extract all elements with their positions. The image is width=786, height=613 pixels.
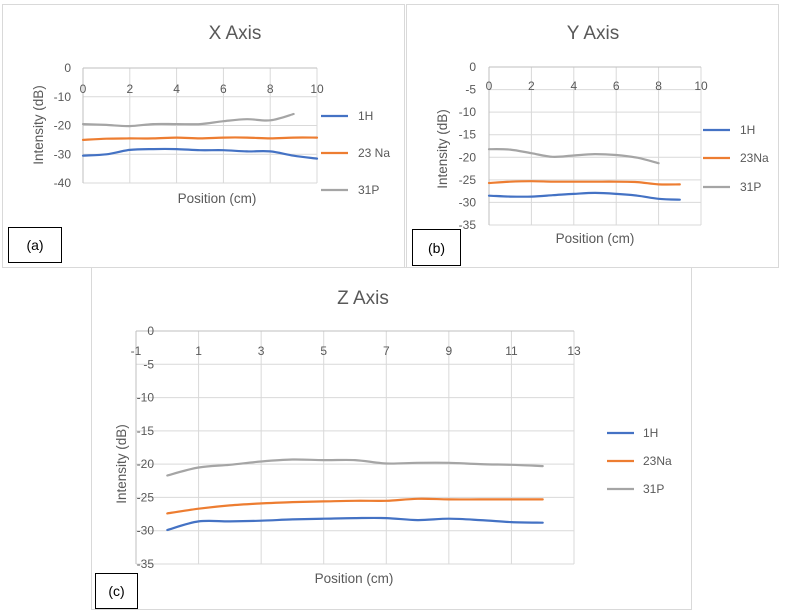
y-tick-label-z-axis-2: -10 [137,391,155,405]
x-tick-label-y-axis-1: 2 [528,79,535,93]
y-tick-label-y-axis-7: -35 [459,218,477,232]
y-tick-label-z-axis-0: 0 [147,324,154,338]
y-tick-label-x-axis-3: -30 [54,147,72,161]
x-tick-label-y-axis-4: 8 [655,79,662,93]
legend-label-z-axis-23na: 23Na [643,454,672,468]
series-line-z-axis-31p [166,458,544,477]
x-tick-label-x-axis-5: 10 [310,82,324,96]
x-tick-label-y-axis-2: 4 [570,79,577,93]
x-tick-label-x-axis-1: 2 [126,82,133,96]
x-tick-label-y-axis-5: 10 [694,79,708,93]
series-line-x-axis-1h [81,147,319,160]
panel-tag-b: (b) [412,229,461,266]
y-tick-label-y-axis-6: -30 [459,195,477,209]
chart-svg-x-axis: X Axis 0 2 4 6 8 10 0 -10 -20 -30 -40 Position (cm) I… [31,23,390,206]
series-line-z-axis-23na [166,497,544,515]
chart-svg-z-axis: Z Axis-1 1 3 5 7 9 11 130-5-10-15-20-25-30-35Po… [114,288,672,586]
x-tick-label-z-axis-4: 7 [383,344,390,358]
y-tick-label-y-axis-2: -10 [459,105,477,119]
x-tick-label-z-axis-6: 11 [505,344,518,358]
series-line-z-axis-1h [166,516,544,532]
x-tick-label-z-axis-3: 5 [320,344,327,358]
x-tick-label-z-axis-7: 13 [567,344,581,358]
series-line-y-axis-31p [487,148,660,165]
y-tick-label-x-axis-2: -20 [54,119,72,133]
x-tick-label-y-axis-0: 0 [486,79,493,93]
chart-panel-y-axis: Y Axis 0 2 4 6 8 10 0 -5 -10 -15 -20 -25 -30 -35 Positi… [406,4,779,268]
series-line-y-axis-23na [487,180,681,186]
chart-title-z-axis: Z Axis [337,288,389,309]
legend-label-y-axis-31p: 31P [740,180,761,194]
y-tick-label-z-axis-6: -30 [137,524,155,538]
x-tick-label-z-axis-5: 9 [446,344,453,358]
panel-tag-a: (a) [8,227,62,263]
series-line-x-axis-31p [81,112,295,128]
y-tick-label-x-axis-1: -10 [54,90,72,104]
x-axis-label-y-axis: Position (cm) [556,231,635,246]
legend-label-z-axis-1h: 1H [643,426,658,440]
series-line-y-axis-1h [487,191,681,201]
y-tick-label-y-axis-4: -20 [459,150,477,164]
x-tick-label-z-axis-2: 3 [258,344,265,358]
chart-title-y-axis: Y Axis [567,23,619,44]
y-tick-label-y-axis-0: 0 [469,60,476,74]
legend-label-y-axis-23na: 23Na [740,151,769,165]
y-axis-label-y-axis: Intensity (dB) [435,109,450,189]
y-tick-label-y-axis-3: -15 [459,128,477,142]
x-tick-label-x-axis-0: 0 [80,82,87,96]
y-tick-label-y-axis-5: -25 [459,173,477,187]
x-axis-label-x-axis: Position (cm) [178,191,257,206]
x-tick-label-y-axis-3: 6 [613,79,620,93]
y-tick-label-y-axis-1: -5 [465,83,476,97]
x-tick-label-x-axis-3: 6 [220,82,227,96]
y-tick-label-x-axis-0: 0 [64,61,71,75]
legend-label-z-axis-31p: 31P [643,482,664,496]
chart-svg-y-axis: Y Axis 0 2 4 6 8 10 0 -5 -10 -15 -20 -25 -30 -35 Positi… [435,23,769,246]
y-tick-label-z-axis-5: -25 [137,490,155,504]
y-tick-label-z-axis-1: -5 [143,357,154,371]
legend-label-x-axis-1h: 1H [358,109,373,123]
x-tick-label-z-axis-0: -1 [131,344,142,358]
chart-title-x-axis: X Axis [209,23,262,44]
y-tick-label-z-axis-4: -20 [137,457,155,471]
legend-label-x-axis-23na: 23 Na [358,146,390,160]
y-tick-label-z-axis-3: -15 [137,424,155,438]
y-tick-label-z-axis-7: -35 [137,557,155,571]
y-tick-label-x-axis-4: -40 [54,176,72,190]
panel-tag-c: (c) [95,573,138,609]
x-axis-label-z-axis: Position (cm) [315,571,394,586]
chart-panel-x-axis: X Axis 0 2 4 6 8 10 0 -10 -20 -30 -40 Position (cm) I… [2,4,405,268]
chart-panel-z-axis: Z Axis -1 1 3 5 7 9 11 13 0 -5 -10 -15 -20 -25 -30 -35 Po… [91,267,692,610]
x-tick-label-x-axis-4: 8 [267,82,274,96]
y-axis-label-z-axis: Intensity (dB) [114,424,129,504]
x-tick-label-z-axis-1: 1 [195,344,202,358]
series-line-x-axis-23na [81,136,319,141]
x-tick-label-x-axis-2: 4 [173,82,180,96]
legend-label-x-axis-31p: 31P [358,183,379,197]
y-axis-label-x-axis: Intensity (dB) [31,85,46,165]
legend-label-y-axis-1h: 1H [740,123,755,137]
